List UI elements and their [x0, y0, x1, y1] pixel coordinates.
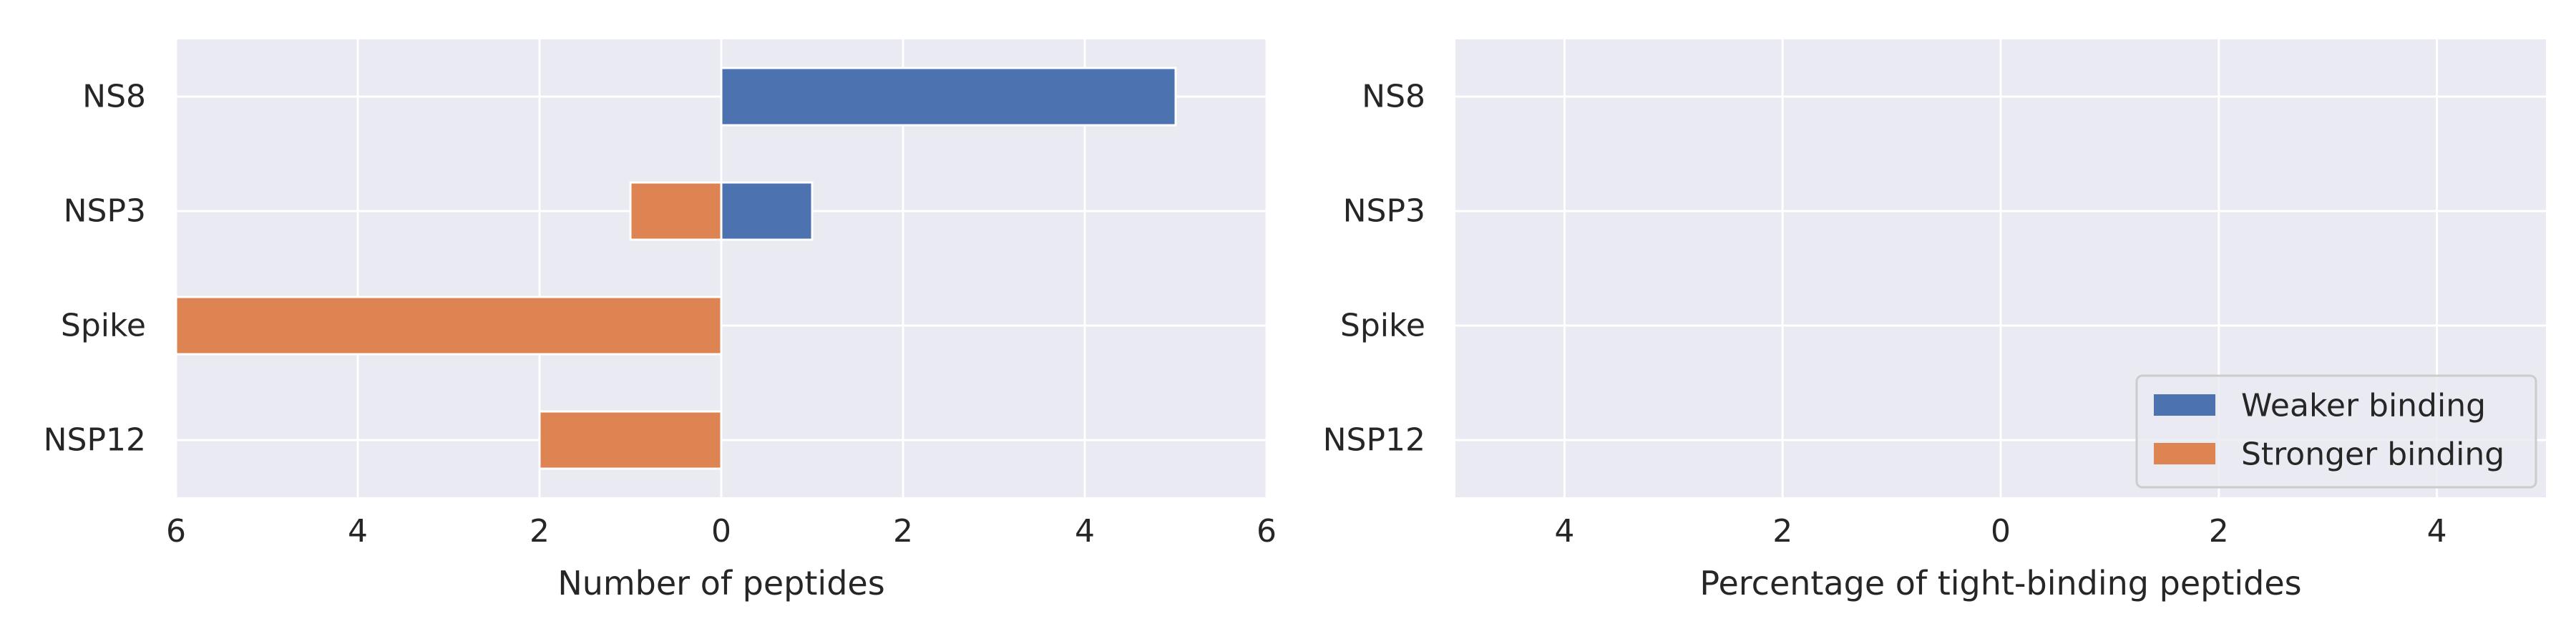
right-x-tick-label: 2: [1772, 513, 1792, 550]
left-x-tick-label: 4: [348, 513, 368, 550]
right-y-tick-label: NSP3: [1343, 193, 1425, 230]
legend-swatch-weaker: [2154, 394, 2215, 416]
left-y-tick-label: NSP3: [64, 193, 146, 230]
left-y-tick-label: NSP12: [44, 422, 146, 459]
left-y-tick-label: Spike: [61, 308, 146, 344]
left-y-tick-label: NS8: [82, 79, 146, 115]
left-x-tick-label: 4: [1075, 513, 1095, 550]
right-x-tick-label: 4: [2427, 513, 2447, 550]
left-x-tick-label: 6: [166, 513, 186, 550]
left-x-tick-label: 0: [711, 513, 731, 550]
right-x-tick-label: 4: [1554, 513, 1574, 550]
right-x-tick-label: 2: [2209, 513, 2229, 550]
left-bar-stronger-nsp12: [538, 410, 723, 470]
right-y-tick-label: NS8: [1362, 79, 1425, 115]
right-chart: NS8 NSP3 Spike NSP12 4 2 0 2 4 Percentage of tigh…: [1323, 39, 2546, 602]
right-x-tick-label: 0: [1991, 513, 2011, 550]
left-x-tick-label: 2: [893, 513, 913, 550]
legend-swatch-stronger: [2154, 443, 2215, 464]
left-chart: NS8 NSP3 Spike NSP12 6 4 2 0 2 4 6 Number of peptid…: [44, 39, 1277, 602]
left-bar-weaker-ns8: [720, 67, 1177, 127]
right-y-tick-label: Spike: [1340, 308, 1425, 344]
left-x-tick-label: 2: [530, 513, 550, 550]
legend-frame: [2135, 374, 2537, 489]
left-bars: [175, 67, 1177, 470]
legend-label-weaker: Weaker binding: [2241, 388, 2486, 424]
left-x-tick-label: 6: [1257, 513, 1277, 550]
legend-label-stronger: Stronger binding: [2241, 436, 2504, 473]
right-y-tick-label: NSP12: [1323, 422, 1425, 459]
left-x-axis-label: Number of peptides: [557, 564, 884, 602]
left-bar-stronger-spike: [175, 296, 723, 356]
left-bar-weaker-nsp3: [720, 181, 814, 241]
right-x-axis-label: Percentage of tight-binding peptides: [1699, 564, 2301, 602]
left-bar-stronger-nsp3: [629, 181, 723, 241]
legend: Weaker binding Stronger binding: [2135, 374, 2537, 489]
